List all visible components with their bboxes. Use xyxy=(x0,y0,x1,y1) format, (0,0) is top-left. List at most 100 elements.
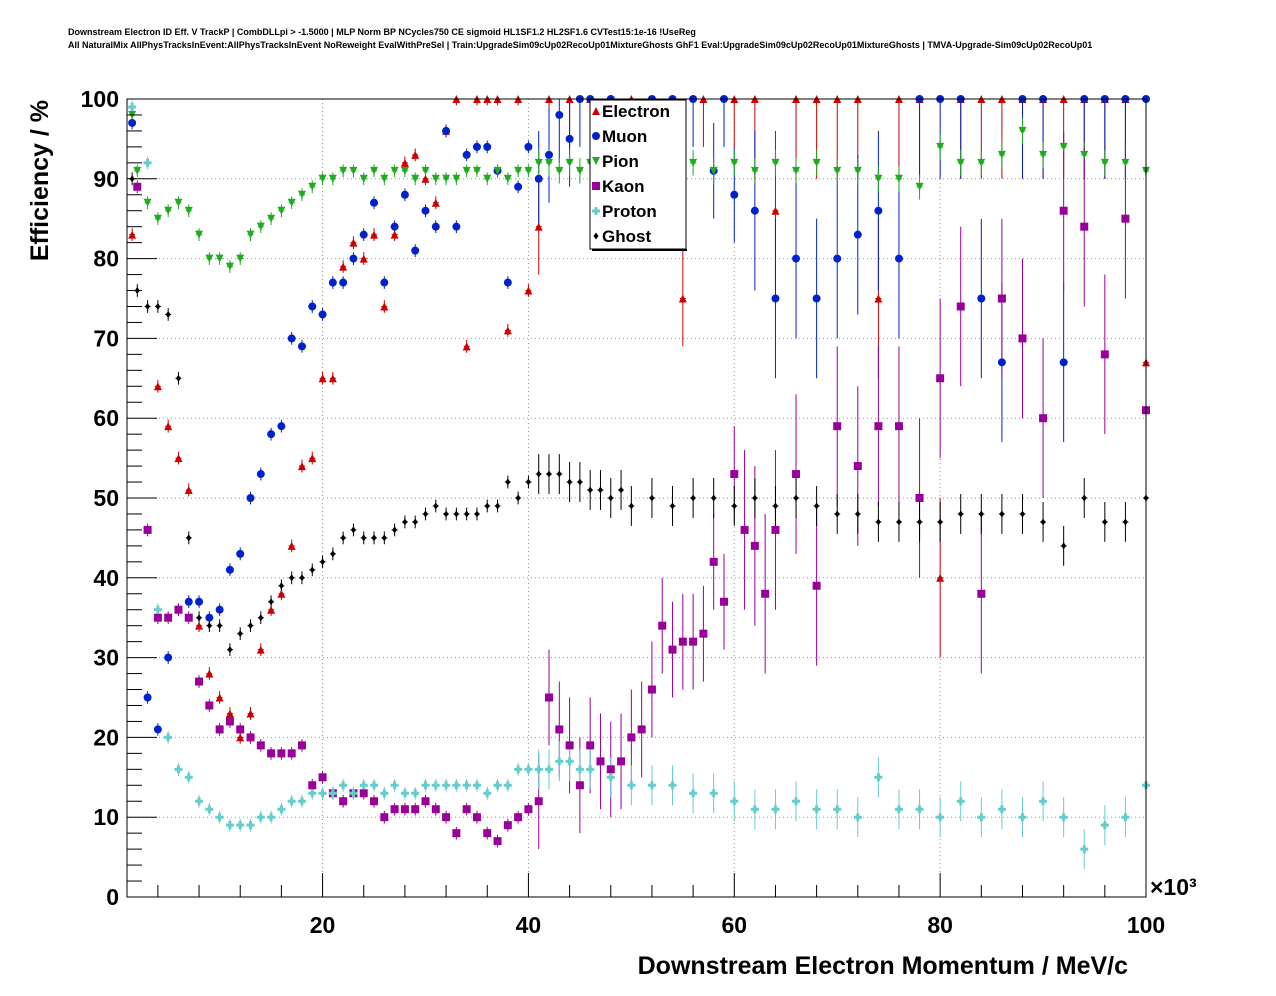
x-tick-label: 100 xyxy=(1127,912,1165,938)
proton-point xyxy=(1080,845,1088,853)
muon-point xyxy=(483,143,491,151)
y-axis-title: Efficiency / % xyxy=(26,100,54,261)
ghost-point xyxy=(269,598,274,605)
muon-point xyxy=(401,191,409,199)
ghost-point xyxy=(485,502,490,509)
kaon-point xyxy=(195,678,203,686)
kaon-point xyxy=(1018,334,1026,342)
ghost-point xyxy=(279,582,284,589)
muon-point xyxy=(833,255,841,263)
muon-point xyxy=(185,598,193,606)
kaon-point xyxy=(710,558,718,566)
ghost-point xyxy=(577,479,582,486)
proton-point xyxy=(164,733,172,741)
proton-point xyxy=(1039,797,1047,805)
muon-point xyxy=(267,430,275,438)
legend: Electron Muon Pion Kaon Proton Ghost xyxy=(590,100,687,250)
x-tick-label: 20 xyxy=(310,912,336,938)
ghost-point xyxy=(536,471,541,478)
muon-point xyxy=(514,183,522,191)
kaon-point xyxy=(596,757,604,765)
kaon-point xyxy=(483,829,491,837)
muon-point xyxy=(504,279,512,287)
ghost-point xyxy=(876,518,881,525)
muon-point xyxy=(998,358,1006,366)
muon-point xyxy=(452,223,460,231)
ghost-point xyxy=(1102,518,1107,525)
muon-point xyxy=(164,654,172,662)
proton-point xyxy=(524,765,532,773)
ghost-point xyxy=(413,518,418,525)
proton-point xyxy=(380,789,388,797)
kaon-point xyxy=(144,526,152,534)
kaon-point xyxy=(720,598,728,606)
kaon-point xyxy=(854,462,862,470)
proton-point xyxy=(669,781,677,789)
ghost-point xyxy=(958,510,963,517)
proton-point xyxy=(710,789,718,797)
ghost-point xyxy=(217,622,222,629)
proton-point xyxy=(360,781,368,789)
muon-point xyxy=(813,295,821,303)
ghost-point xyxy=(619,487,624,494)
proton-point xyxy=(586,765,594,773)
ghost-point xyxy=(444,510,449,517)
kaon-point xyxy=(761,590,769,598)
y-tick-label: 90 xyxy=(93,166,119,192)
kaon-point xyxy=(308,781,316,789)
muon-point xyxy=(298,342,306,350)
proton-point xyxy=(205,805,213,813)
kaon-point xyxy=(648,686,656,694)
proton-point xyxy=(226,821,234,829)
muon-point xyxy=(277,422,285,430)
ghost-point xyxy=(1123,518,1128,525)
ghost-point xyxy=(1041,518,1046,525)
proton-point xyxy=(195,797,203,805)
kaon-point xyxy=(432,805,440,813)
proton-point xyxy=(689,789,697,797)
kaon-point xyxy=(957,302,965,310)
ghost-point xyxy=(608,495,613,502)
ghost-point xyxy=(299,574,304,581)
ghost-point xyxy=(794,495,799,502)
y-tick-label: 20 xyxy=(93,724,119,750)
muon-point xyxy=(432,223,440,231)
muon-point xyxy=(895,255,903,263)
kaon-point xyxy=(277,749,285,757)
ghost-point xyxy=(372,534,377,541)
proton-point xyxy=(566,757,574,765)
kaon-point xyxy=(874,422,882,430)
kaon-point xyxy=(617,757,625,765)
ghost-point xyxy=(649,495,654,502)
proton-point xyxy=(216,813,224,821)
kaon-point xyxy=(442,813,450,821)
proton-point xyxy=(128,103,136,111)
proton-point xyxy=(895,805,903,813)
proton-point xyxy=(545,765,553,773)
kaon-point xyxy=(463,805,471,813)
y-tick-label: 0 xyxy=(106,884,119,910)
kaon-point xyxy=(524,805,532,813)
muon-point xyxy=(751,207,759,215)
proton-point xyxy=(494,781,502,789)
kaon-point xyxy=(545,694,553,702)
kaon-point xyxy=(164,614,172,622)
ghost-point xyxy=(1020,510,1025,517)
kaon-point xyxy=(133,183,141,191)
muon-point xyxy=(730,191,738,199)
proton-point xyxy=(452,781,460,789)
kaon-point xyxy=(689,638,697,646)
muon-point xyxy=(391,223,399,231)
proton-point xyxy=(144,159,152,167)
proton-point xyxy=(813,805,821,813)
kaon-point xyxy=(257,741,265,749)
muon-point xyxy=(288,334,296,342)
muon-point xyxy=(144,694,152,702)
ghost-point xyxy=(310,566,315,573)
kaon-point xyxy=(288,749,296,757)
kaon-point xyxy=(1060,207,1068,215)
ghost-point xyxy=(855,510,860,517)
ghost-point xyxy=(773,502,778,509)
kaon-point xyxy=(391,805,399,813)
proton-point xyxy=(648,781,656,789)
